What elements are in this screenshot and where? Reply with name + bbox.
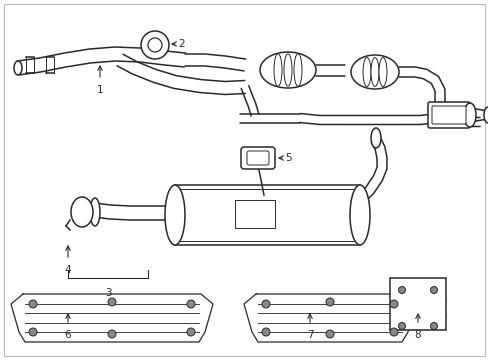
Text: 4: 4 (64, 265, 71, 275)
Bar (235, 200, 274, 228)
Circle shape (141, 31, 169, 59)
Circle shape (429, 287, 437, 293)
Ellipse shape (370, 58, 378, 86)
Text: 6: 6 (64, 330, 71, 340)
Circle shape (29, 300, 37, 308)
Ellipse shape (350, 55, 398, 89)
Text: 2: 2 (178, 39, 184, 49)
Ellipse shape (164, 185, 184, 245)
Circle shape (262, 328, 269, 336)
Text: 7: 7 (306, 330, 313, 340)
FancyBboxPatch shape (427, 102, 469, 128)
Ellipse shape (378, 58, 386, 86)
Ellipse shape (90, 198, 100, 226)
Circle shape (398, 323, 405, 329)
Circle shape (398, 287, 405, 293)
Circle shape (325, 298, 333, 306)
Text: 3: 3 (104, 288, 111, 298)
Ellipse shape (14, 61, 22, 75)
FancyBboxPatch shape (246, 151, 268, 165)
Text: 1: 1 (97, 85, 103, 95)
Ellipse shape (273, 54, 282, 86)
Circle shape (389, 300, 397, 308)
Circle shape (262, 300, 269, 308)
Circle shape (389, 328, 397, 336)
Circle shape (429, 323, 437, 329)
Circle shape (325, 330, 333, 338)
Circle shape (108, 330, 116, 338)
Ellipse shape (463, 103, 475, 127)
Ellipse shape (260, 52, 315, 88)
Bar (389, 278, 445, 330)
Ellipse shape (483, 107, 488, 123)
Ellipse shape (362, 58, 370, 86)
Circle shape (186, 300, 195, 308)
Ellipse shape (293, 54, 302, 86)
Ellipse shape (349, 185, 369, 245)
FancyBboxPatch shape (241, 147, 274, 169)
Ellipse shape (370, 128, 380, 148)
Circle shape (29, 328, 37, 336)
Text: 5: 5 (285, 153, 291, 163)
Circle shape (186, 328, 195, 336)
Ellipse shape (284, 54, 291, 86)
Circle shape (148, 38, 162, 52)
FancyBboxPatch shape (431, 106, 465, 124)
Ellipse shape (71, 197, 93, 227)
Circle shape (108, 298, 116, 306)
Text: 8: 8 (414, 330, 421, 340)
